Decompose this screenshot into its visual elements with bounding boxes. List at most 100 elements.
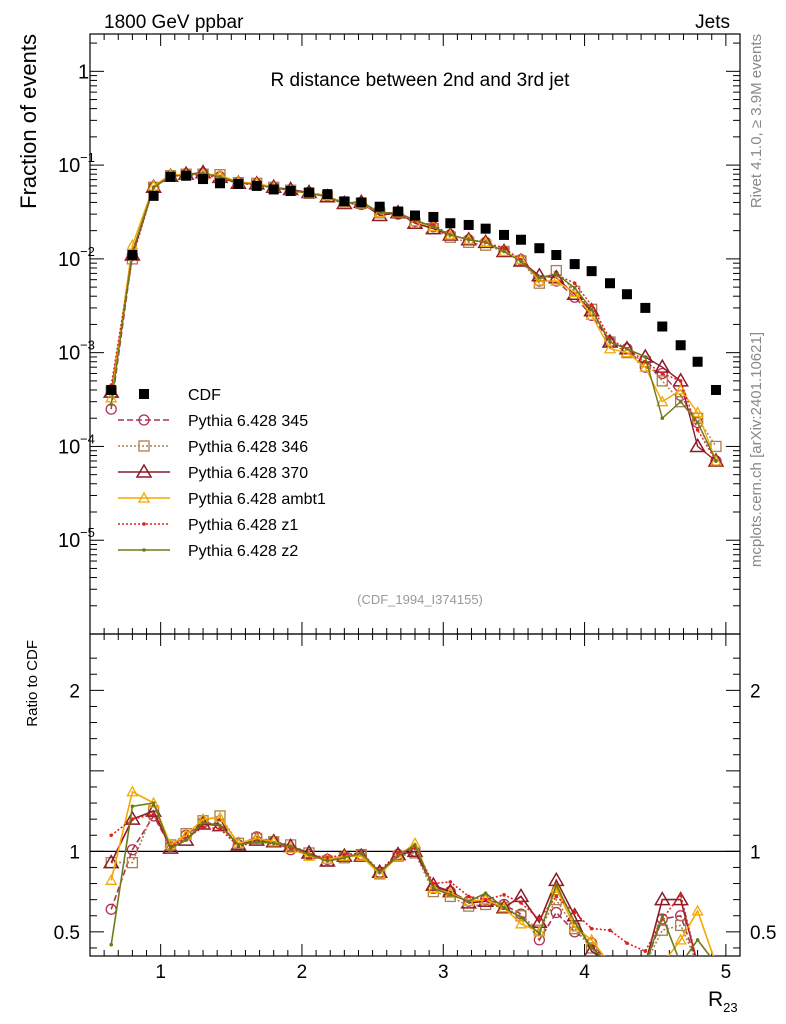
ratio-point bbox=[307, 852, 311, 857]
ratio-point bbox=[396, 851, 400, 855]
y-tick-exponent: −4 bbox=[80, 431, 95, 446]
ratio-point bbox=[377, 870, 382, 875]
ratio-point bbox=[391, 849, 405, 861]
ratio-y-tick-label-right: 0.5 bbox=[750, 923, 776, 944]
ratio-point bbox=[554, 883, 559, 887]
ratio-point bbox=[321, 853, 334, 865]
ratio-y-tick-label-right: 2 bbox=[750, 681, 761, 702]
y-tick-label: 10 bbox=[58, 436, 80, 458]
mcplots-label: mcplots.cern.ch [arXiv:2401.10621] bbox=[748, 332, 765, 567]
data-point bbox=[151, 185, 156, 190]
xlabel-sub: 23 bbox=[723, 1000, 737, 1015]
legend-marker bbox=[142, 522, 146, 526]
legend-label: Pythia 6.428 345 bbox=[188, 413, 308, 430]
data-point bbox=[660, 371, 665, 376]
ratio-point bbox=[483, 897, 488, 902]
data-point bbox=[572, 286, 577, 290]
x-tick-label: 2 bbox=[297, 962, 308, 983]
data-point bbox=[603, 342, 617, 354]
ratio-line bbox=[110, 814, 696, 956]
cdf-point bbox=[551, 249, 562, 260]
legend-marker bbox=[138, 440, 150, 452]
cdf-point bbox=[692, 356, 703, 367]
ratio-point bbox=[342, 855, 347, 860]
legend-label: Pythia 6.428 ambt1 bbox=[188, 491, 326, 508]
data-point bbox=[589, 303, 594, 308]
ratio-point bbox=[147, 796, 160, 808]
legend-marker bbox=[139, 389, 149, 399]
analysis-tag: (CDF_1994_I374155) bbox=[357, 592, 483, 607]
y-tick-label: 10 bbox=[58, 249, 80, 271]
data-point bbox=[656, 375, 668, 387]
ratio-point bbox=[342, 852, 347, 857]
ratio-point bbox=[696, 962, 700, 966]
xlabel: R23 bbox=[708, 988, 738, 1015]
legend-marker bbox=[138, 414, 150, 426]
y-tick-exponent: −1 bbox=[80, 150, 95, 165]
ratio-point bbox=[660, 913, 665, 918]
ratio-point bbox=[325, 855, 330, 860]
data-point bbox=[448, 233, 453, 237]
ratio-point bbox=[679, 962, 683, 966]
data-point bbox=[625, 346, 629, 351]
ratio-point bbox=[515, 910, 527, 922]
ratio-point bbox=[537, 917, 542, 921]
data-point bbox=[502, 246, 506, 250]
ratio-point bbox=[675, 919, 687, 932]
cdf-point bbox=[148, 190, 159, 201]
ratio-line bbox=[110, 813, 697, 956]
ratio-point bbox=[168, 846, 173, 850]
data-point bbox=[643, 355, 648, 359]
data-point bbox=[533, 274, 546, 286]
ratio-point bbox=[605, 959, 615, 969]
ratio-point bbox=[184, 838, 188, 842]
ratio-point bbox=[413, 843, 417, 847]
data-point bbox=[695, 420, 700, 425]
ratio-point bbox=[267, 835, 280, 847]
ratio-point bbox=[514, 917, 528, 929]
cdf-point bbox=[393, 206, 404, 217]
ratio-point bbox=[608, 928, 612, 933]
ratio-point bbox=[236, 843, 241, 847]
legend-marker bbox=[135, 463, 153, 478]
ratio-point bbox=[625, 962, 629, 966]
data-point bbox=[377, 210, 382, 215]
ratio-point bbox=[288, 844, 293, 849]
ratio-point bbox=[109, 833, 113, 838]
main-ylabel: Fraction of events bbox=[16, 34, 41, 209]
cdf-point bbox=[480, 223, 491, 234]
ratio-frame bbox=[89, 633, 741, 957]
ratio-point bbox=[625, 941, 629, 945]
ratio-point bbox=[608, 962, 612, 966]
ratio-point bbox=[550, 882, 563, 894]
cdf-point bbox=[463, 219, 474, 230]
y-tick-exponent: −3 bbox=[80, 338, 95, 353]
cdf-point bbox=[586, 266, 597, 277]
ratio-point bbox=[130, 804, 135, 809]
y-tick-exponent: −2 bbox=[80, 244, 95, 259]
main-series-group bbox=[102, 164, 725, 467]
y-tick-label: 1 bbox=[78, 61, 89, 83]
ratio-point bbox=[572, 920, 577, 924]
data-point bbox=[519, 259, 523, 264]
ratio-point bbox=[218, 827, 222, 831]
ratio-y-tick-label: 2 bbox=[69, 681, 80, 702]
data-point bbox=[109, 402, 113, 407]
legend-label: Pythia 6.428 370 bbox=[188, 465, 308, 482]
ratio-point bbox=[589, 926, 594, 931]
ratio-point bbox=[605, 959, 615, 969]
ratio-point bbox=[622, 959, 632, 968]
ratio-point bbox=[213, 811, 227, 823]
ratio-series-group bbox=[102, 785, 717, 969]
cdf-point bbox=[374, 201, 385, 212]
data-point bbox=[620, 346, 634, 358]
cdf-point bbox=[251, 180, 262, 191]
ratio-point bbox=[431, 886, 436, 891]
ratio-point bbox=[130, 817, 135, 821]
rivet-label: Rivet 4.1.0, ≥ 3.9M events bbox=[748, 34, 765, 208]
data-point bbox=[691, 406, 704, 418]
cdf-point bbox=[657, 321, 668, 332]
data-point bbox=[218, 175, 222, 179]
cdf-point bbox=[181, 170, 192, 181]
